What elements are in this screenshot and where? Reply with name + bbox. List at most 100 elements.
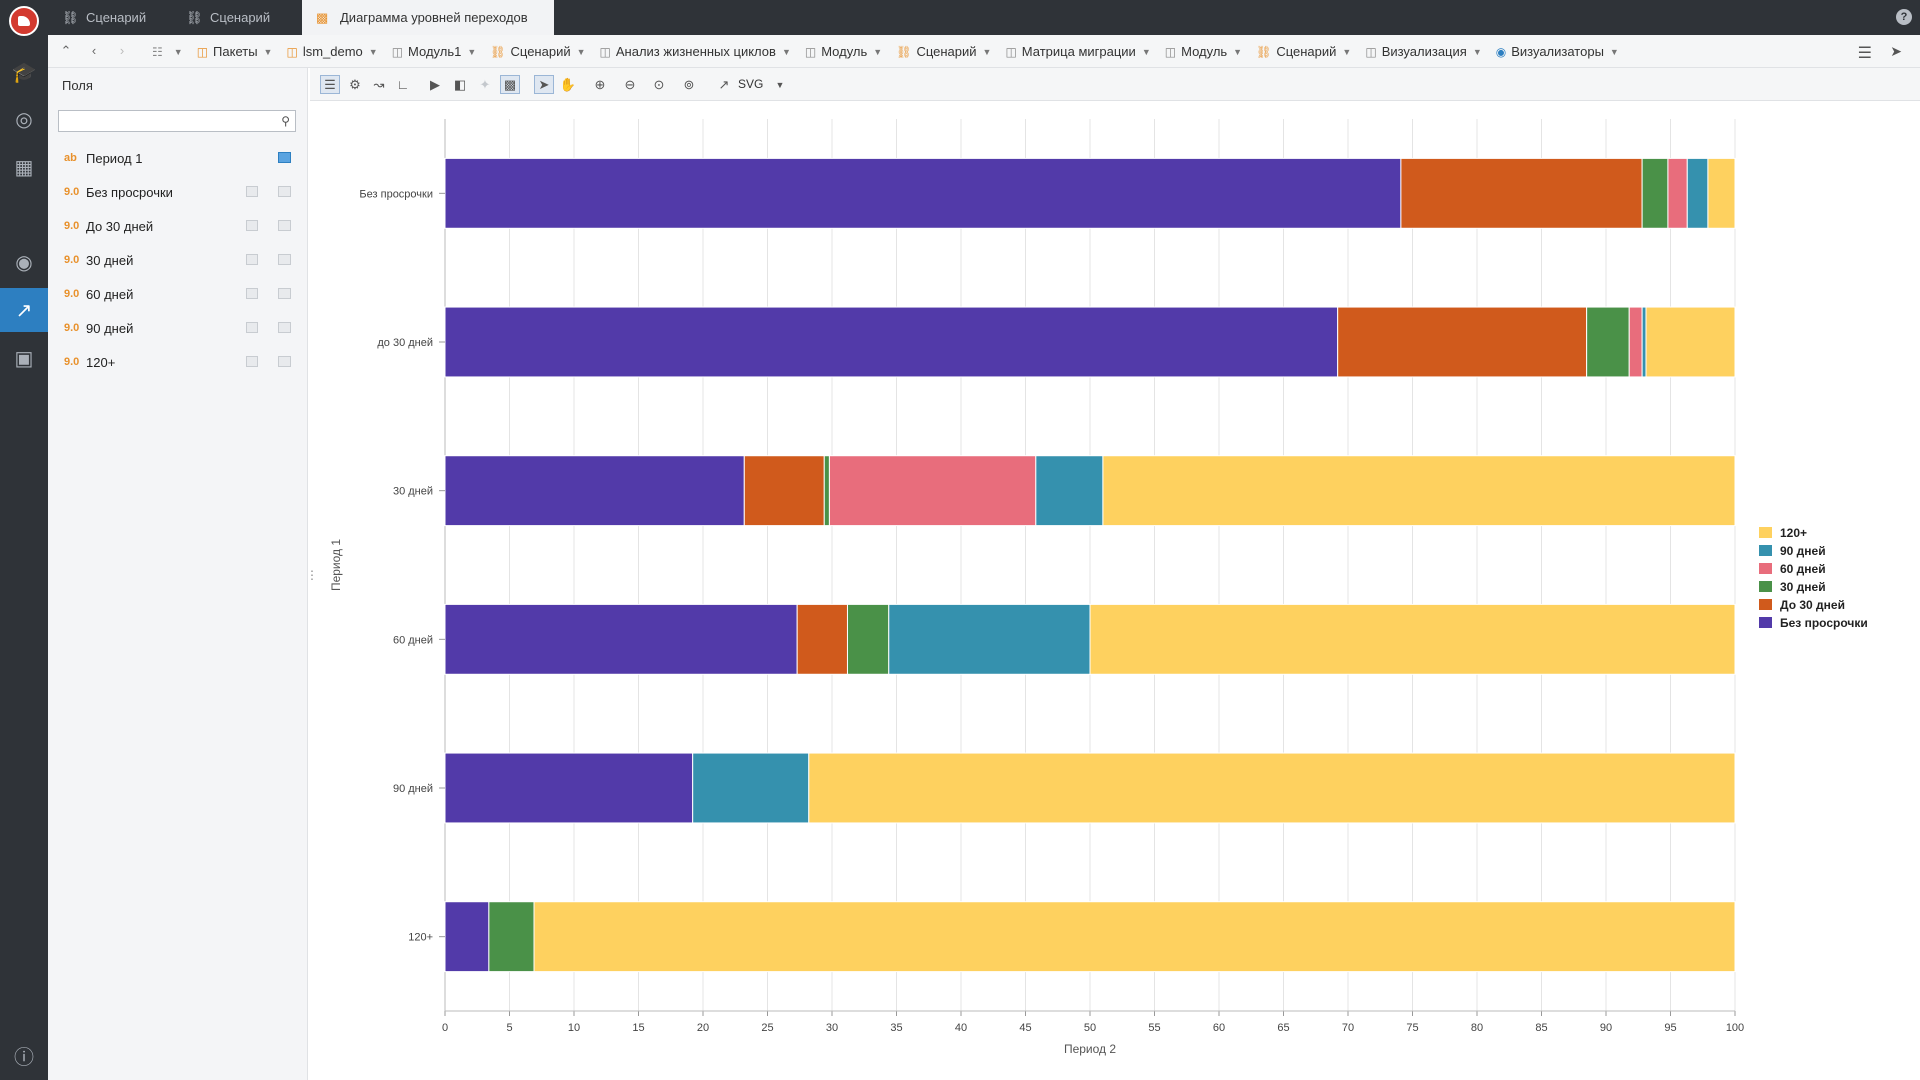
- chevron-down-icon[interactable]: ▼: [1141, 46, 1151, 57]
- chevron-down-icon[interactable]: ▼: [781, 46, 791, 57]
- bar-segment: [1089, 603, 1736, 675]
- field-toggle-button[interactable]: [278, 254, 291, 265]
- chevron-down-icon[interactable]: ▼: [173, 46, 183, 57]
- field-toggle-button[interactable]: [278, 288, 291, 299]
- scenario-icon: ⛓: [490, 44, 506, 59]
- info-icon[interactable]: ⓘ: [14, 1046, 34, 1069]
- tab-scenario-1[interactable]: ⛓ Сценарий: [48, 0, 172, 35]
- field-row[interactable]: 9.0 До 30 дней: [48, 209, 308, 243]
- chart-icon[interactable]: ↗: [0, 288, 48, 332]
- layout-icon[interactable]: ◧: [453, 76, 467, 92]
- breadcrumb: ☷ ▼ ◫ Пакеты ▼ ◫ lsm_demo ▼ ◫ Модуль1 ▼ ⛓ Сценар…: [152, 35, 1633, 68]
- field-toggle-button[interactable]: [278, 356, 291, 367]
- search-icon[interactable]: ⚲: [281, 114, 290, 128]
- chevron-down-icon[interactable]: ▼: [873, 46, 883, 57]
- chevron-down-icon[interactable]: ▼: [576, 46, 586, 57]
- legend-swatch: [1759, 617, 1772, 628]
- chevron-down-icon[interactable]: ▼: [467, 46, 477, 57]
- field-toggle-button[interactable]: [278, 152, 291, 163]
- field-filter-button[interactable]: [246, 356, 258, 367]
- zoom-in-icon[interactable]: ⊕: [594, 76, 606, 92]
- x-tick-label: 75: [1406, 1022, 1418, 1034]
- chevron-down-icon[interactable]: ▼: [982, 46, 992, 57]
- bar-segment: [1641, 306, 1647, 378]
- tab-transition-chart[interactable]: ▩ Диаграмма уровней переходов: [302, 0, 554, 35]
- zoom-fit-icon[interactable]: ⊙: [653, 76, 665, 92]
- hand-icon[interactable]: ✋: [559, 76, 577, 92]
- legend-swatch: [1759, 527, 1772, 538]
- pin-icon[interactable]: ✦: [479, 76, 491, 92]
- share-icon[interactable]: ➤: [1890, 43, 1902, 59]
- field-toggle-button[interactable]: [278, 186, 291, 197]
- y-tick-label: 60 дней: [393, 634, 433, 646]
- chart-svg: 0 5 10 15 20 25 30 35 40 45 50 55 60 65 70 75 80 85 90 95 10…: [329, 119, 1868, 1056]
- bar-segment: [888, 603, 1091, 675]
- x-tick-label: 85: [1535, 1022, 1547, 1034]
- eye-icon[interactable]: ◉: [15, 251, 33, 274]
- tab-scenario-2[interactable]: ⛓ Сценарий: [172, 0, 296, 35]
- chevron-down-icon[interactable]: ▼: [368, 46, 378, 57]
- breadcrumb-scenario[interactable]: ⛓ Сценарий ▼: [1256, 44, 1352, 59]
- field-row[interactable]: 9.0 90 дней: [48, 311, 308, 345]
- export-icon[interactable]: ↗: [718, 76, 730, 92]
- forward-arrow-icon[interactable]: ›: [119, 43, 125, 58]
- compass-icon[interactable]: ◎: [15, 108, 33, 131]
- app-logo[interactable]: [9, 6, 39, 36]
- panel-resize-handle[interactable]: ⋮: [306, 568, 318, 582]
- export-format-label[interactable]: SVG: [738, 77, 764, 91]
- field-filter-button[interactable]: [246, 220, 258, 231]
- breadcrumb-lifecycle-analysis[interactable]: ◫ Анализ жизненных циклов ▼: [599, 44, 791, 59]
- bar-segment: [488, 901, 535, 973]
- fields-search-input[interactable]: ⚲: [58, 110, 296, 132]
- field-filter-button[interactable]: [246, 288, 258, 299]
- video-icon[interactable]: ▶: [430, 76, 440, 92]
- breadcrumb-module[interactable]: ◫ Модуль ▼: [1164, 44, 1243, 59]
- back-arrow-icon[interactable]: ‹: [91, 43, 97, 58]
- field-row[interactable]: 9.0 60 дней: [48, 277, 308, 311]
- hamburger-menu-icon[interactable]: ☰: [1857, 45, 1872, 62]
- breadcrumb-migration-matrix[interactable]: ◫ Матрица миграции ▼: [1005, 44, 1151, 59]
- pointer-icon[interactable]: ➤: [534, 75, 554, 94]
- breadcrumb-visualization[interactable]: ◫ Визуализация ▼: [1365, 44, 1482, 59]
- chevron-down-icon[interactable]: ▼: [1342, 46, 1352, 57]
- field-row[interactable]: 9.0 Без просрочки: [48, 175, 308, 209]
- bar-chart-icon[interactable]: ▩: [500, 75, 520, 94]
- report-icon[interactable]: ▣: [14, 347, 34, 370]
- chevron-down-icon[interactable]: ▼: [775, 79, 785, 90]
- chevron-down-icon[interactable]: ▼: [1609, 46, 1619, 57]
- graduation-cap-icon[interactable]: 🎓: [11, 61, 37, 84]
- field-row[interactable]: 9.0 30 дней: [48, 243, 308, 277]
- breadcrumb-scenario[interactable]: ⛓ Сценарий ▼: [896, 44, 992, 59]
- table-icon[interactable]: ▦: [14, 156, 34, 179]
- line-chart-icon[interactable]: ↝: [373, 76, 385, 92]
- chevron-down-icon[interactable]: ▼: [1233, 46, 1243, 57]
- up-arrow-icon[interactable]: ⌃: [60, 43, 72, 58]
- module-icon: ◫: [1164, 44, 1177, 59]
- field-filter-button[interactable]: [246, 254, 258, 265]
- bar-segment: [444, 901, 490, 973]
- list-icon[interactable]: ☰: [320, 75, 340, 94]
- breadcrumb-scenario[interactable]: ⛓ Сценарий ▼: [490, 44, 586, 59]
- breadcrumb-visualizers[interactable]: ◉ Визуализаторы ▼: [1495, 44, 1619, 59]
- axis-icon[interactable]: ∟: [396, 77, 410, 92]
- zoom-reset-icon[interactable]: ⊚: [683, 76, 695, 92]
- breadcrumb-module[interactable]: ◫ Модуль ▼: [804, 44, 883, 59]
- breadcrumb-root[interactable]: ☷ ▼: [152, 45, 183, 59]
- breadcrumb-module1[interactable]: ◫ Модуль1 ▼: [391, 44, 477, 59]
- chevron-down-icon[interactable]: ▼: [1472, 46, 1482, 57]
- help-icon[interactable]: ?: [1896, 9, 1912, 25]
- field-filter-button[interactable]: [246, 186, 258, 197]
- breadcrumb-packages[interactable]: ◫ Пакеты ▼: [196, 44, 273, 59]
- scenario-icon: ⛓: [1256, 44, 1272, 59]
- bar-segment: [828, 455, 1037, 527]
- breadcrumb-lsm-demo[interactable]: ◫ lsm_demo ▼: [286, 44, 378, 59]
- field-toggle-button[interactable]: [278, 220, 291, 231]
- field-row[interactable]: 9.0 120+: [48, 345, 308, 379]
- field-filter-button[interactable]: [246, 322, 258, 333]
- field-row[interactable]: ab Период 1: [48, 141, 308, 175]
- x-axis-title: Период 2: [1064, 1042, 1116, 1056]
- zoom-out-icon[interactable]: ⊖: [624, 76, 636, 92]
- field-toggle-button[interactable]: [278, 322, 291, 333]
- gear-icon[interactable]: ⚙: [349, 76, 361, 92]
- chevron-down-icon[interactable]: ▼: [263, 46, 273, 57]
